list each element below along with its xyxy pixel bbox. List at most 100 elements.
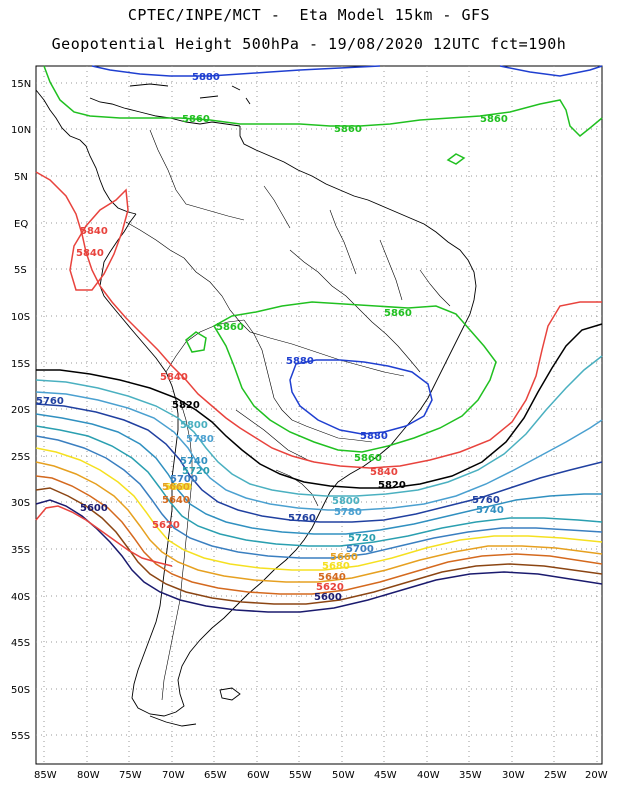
contour-label: 5740 bbox=[476, 505, 504, 516]
contour-label: 5760 bbox=[288, 513, 316, 524]
border-peru-bolivia bbox=[165, 319, 245, 373]
contour-5840-pacific bbox=[35, 171, 602, 469]
lon-label: 50W bbox=[332, 770, 355, 781]
border-brazil-states bbox=[249, 185, 451, 443]
lon-label: 55W bbox=[289, 770, 312, 781]
contour-5780 bbox=[35, 391, 603, 511]
geopotential-contours bbox=[35, 65, 603, 613]
lon-label: 65W bbox=[204, 770, 227, 781]
contour-labels: 5880 5860 5860 5860 5840 5840 5860 5860 … bbox=[36, 72, 508, 603]
contour-label: 5660 bbox=[330, 552, 358, 563]
contour-5880-brazil bbox=[289, 359, 433, 435]
contour-label: 5800 bbox=[332, 496, 360, 507]
lon-label: 30W bbox=[502, 770, 525, 781]
lon-label: 25W bbox=[544, 770, 567, 781]
contour-label: 5640 bbox=[162, 495, 190, 506]
border-brazil-west bbox=[183, 257, 251, 333]
contour-label: 5680 bbox=[322, 561, 350, 572]
lat-label: 30S bbox=[11, 498, 30, 509]
contour-label: 5620 bbox=[316, 582, 344, 593]
lat-label: 35S bbox=[11, 545, 30, 556]
lat-label: 15N bbox=[11, 79, 31, 90]
lat-label: 20S bbox=[11, 405, 30, 416]
contour-5620-red bbox=[35, 505, 173, 567]
contour-label: 5880 bbox=[360, 431, 388, 442]
contour-label: 5780 bbox=[186, 434, 214, 445]
contour-label: 5860 bbox=[334, 124, 362, 135]
map-frame bbox=[35, 65, 603, 765]
longitude-labels: 85W 80W 75W 70W 65W 60W 55W 50W 45W 40W … bbox=[34, 770, 608, 781]
contour-label: 5720 bbox=[182, 466, 210, 477]
border-bolivia-brazil bbox=[243, 319, 293, 421]
map-subtitle: Geopotential Height 500hPa - 19/08/2020 … bbox=[51, 35, 567, 53]
contour-label: 5780 bbox=[334, 507, 362, 518]
contour-5620 bbox=[35, 487, 603, 605]
contour-label: 5860 bbox=[480, 114, 508, 125]
lon-label: 40W bbox=[417, 770, 440, 781]
border-argentina-uruguay bbox=[275, 469, 319, 507]
contour-label: 5860 bbox=[354, 453, 382, 464]
contour-5860-north bbox=[43, 65, 603, 138]
central-america-coast bbox=[35, 89, 137, 215]
contour-label: 5620 bbox=[152, 520, 180, 531]
contour-label: 5840 bbox=[370, 467, 398, 478]
coastlines bbox=[35, 83, 477, 727]
lat-label: 50S bbox=[11, 685, 30, 696]
lat-label: 25S bbox=[11, 452, 30, 463]
contour-label: 5760 bbox=[472, 495, 500, 506]
country-borders bbox=[125, 129, 451, 701]
contour-label: 5860 bbox=[182, 114, 210, 125]
falklands-coast bbox=[219, 687, 241, 701]
contour-label: 5760 bbox=[36, 396, 64, 407]
contour-5700 bbox=[35, 435, 603, 559]
lon-label: 35W bbox=[459, 770, 482, 781]
contour-label: 5740 bbox=[180, 456, 208, 467]
lon-label: 70W bbox=[162, 770, 185, 781]
contour-5860-island bbox=[446, 153, 466, 165]
lon-label: 85W bbox=[34, 770, 57, 781]
tierra-del-fuego-coast bbox=[149, 715, 197, 727]
contour-5860-brazil bbox=[212, 301, 497, 453]
contour-label: 5860 bbox=[216, 322, 244, 333]
contour-label: 5700 bbox=[170, 474, 198, 485]
lon-label: 75W bbox=[119, 770, 142, 781]
contour-5820 bbox=[36, 323, 603, 489]
contour-label: 5820 bbox=[172, 400, 200, 411]
contour-5800 bbox=[35, 355, 603, 497]
lat-label: 5N bbox=[14, 172, 28, 183]
contour-label: 5840 bbox=[76, 248, 104, 259]
lat-label: 45S bbox=[11, 638, 30, 649]
lon-label: 20W bbox=[585, 770, 608, 781]
contour-label: 5840 bbox=[80, 226, 108, 237]
contour-label: 5820 bbox=[378, 480, 406, 491]
contour-5760 bbox=[35, 403, 603, 523]
lat-label: EQ bbox=[14, 219, 28, 230]
contour-5680 bbox=[35, 447, 603, 571]
contour-5740 bbox=[35, 413, 602, 535]
caribbean-coast bbox=[89, 97, 241, 127]
lon-label: 45W bbox=[374, 770, 397, 781]
contour-5880-north bbox=[91, 65, 603, 77]
contour-label: 5880 bbox=[192, 72, 220, 83]
map-title: CPTEC/INPE/MCT - Eta Model 15km - GFS bbox=[127, 6, 491, 24]
lat-label: 55S bbox=[11, 731, 30, 742]
lat-label: 10S bbox=[11, 312, 30, 323]
contour-5640 bbox=[35, 475, 603, 595]
contour-label: 5660 bbox=[162, 482, 190, 493]
contour-label: 5700 bbox=[346, 544, 374, 555]
border-colombia-peru bbox=[125, 221, 185, 259]
contour-5840-peru bbox=[69, 188, 129, 291]
contour-label: 5680 bbox=[164, 482, 192, 493]
contour-label: 5840 bbox=[160, 372, 188, 383]
latitude-labels: 15N 10N 5N EQ 5S 10S 15S 20S 25S 30S 35S… bbox=[11, 79, 31, 742]
lat-label: 5S bbox=[14, 265, 27, 276]
caribbean-islands bbox=[129, 83, 251, 105]
contour-5720 bbox=[35, 425, 603, 547]
lat-label: 40S bbox=[11, 592, 30, 603]
contour-label: 5880 bbox=[286, 356, 314, 367]
contour-label: 5800 bbox=[180, 420, 208, 431]
contour-label: 5600 bbox=[80, 503, 108, 514]
south-america-coast bbox=[99, 126, 477, 717]
lat-label: 10N bbox=[11, 125, 31, 136]
